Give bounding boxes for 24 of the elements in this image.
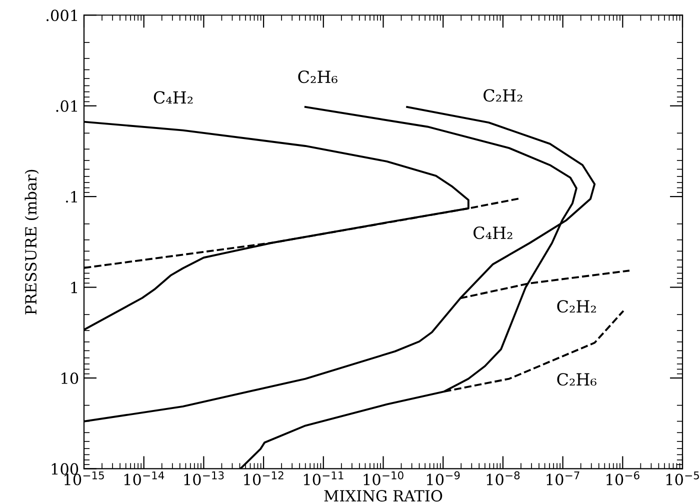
- x-tick-label: 10$^{−9}$: [427, 471, 460, 486]
- y-tick-label: 100: [52, 463, 78, 475]
- annotation: C₂H₂: [484, 89, 522, 102]
- annotation: C₂H₆: [557, 373, 596, 386]
- y-axis-title: PRESSURE (mbar): [24, 170, 39, 314]
- x-axis-title: MIXING RATIO: [324, 490, 442, 502]
- x-tick-label: 10$^{−14}$: [124, 471, 164, 486]
- annotation: C₄H₂: [474, 226, 512, 240]
- x-tick-label: 10$^{−12}$: [244, 471, 284, 486]
- y-tick-label: .1: [66, 191, 77, 203]
- y-tick-label: 1: [71, 282, 77, 294]
- y-tick-label: .001: [46, 10, 77, 22]
- x-tick-label: 10$^{−10}$: [364, 471, 404, 486]
- y-tick-label: .01: [56, 100, 77, 112]
- x-tick-label: 10$^{−11}$: [304, 471, 344, 486]
- x-tick-label: 10$^{−8}$: [486, 471, 520, 486]
- x-tick-label: 10$^{−6}$: [606, 471, 640, 486]
- annotation: C₄H₂: [154, 91, 193, 104]
- x-tick-label: 10$^{−7}$: [546, 471, 580, 486]
- annotation: C₂H₆: [298, 70, 338, 84]
- x-tick-label: 10$^{−5}$: [666, 471, 699, 486]
- y-tick-label: 10: [62, 372, 78, 384]
- x-tick-label: 10$^{−13}$: [184, 471, 224, 486]
- annotation: C₂H₂: [557, 300, 596, 313]
